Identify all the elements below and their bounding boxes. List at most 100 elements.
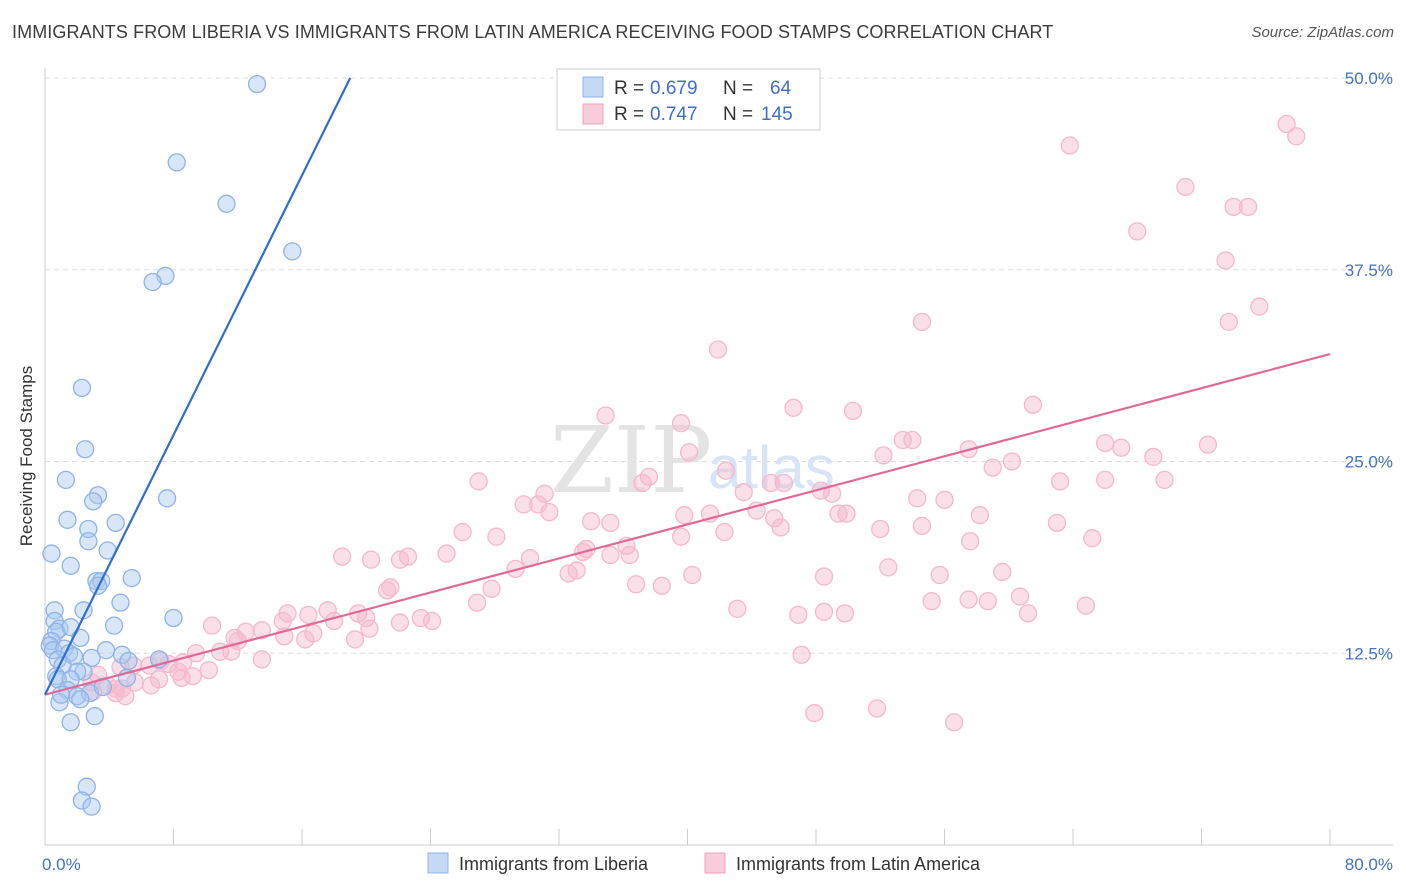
latam-point — [437, 544, 456, 563]
latam-point — [1250, 297, 1269, 316]
latam-point — [1095, 433, 1115, 453]
liberia-point — [106, 513, 125, 533]
liberia-point — [71, 628, 90, 648]
legend-r-value-2: 0.747 — [650, 104, 698, 125]
latam-point — [469, 472, 488, 491]
latam-point — [482, 579, 501, 598]
latam-point — [377, 581, 397, 600]
latam-point — [652, 576, 671, 595]
latam-point — [912, 312, 932, 332]
latam-point — [908, 489, 927, 508]
correlation-legend: R = 0.679 N = 64 R = 0.747 N = 145 — [556, 68, 821, 131]
liberia-point — [247, 74, 267, 94]
latam-point — [993, 562, 1012, 582]
liberia-point — [56, 470, 76, 490]
trend-lines — [44, 77, 1331, 696]
latam-point — [835, 604, 855, 623]
legend-n-value-1: 64 — [770, 78, 792, 99]
liberia-point — [111, 593, 130, 612]
latam-point — [761, 473, 781, 493]
liberia-point — [84, 492, 103, 511]
latam-point — [675, 506, 694, 525]
latam-point — [411, 608, 431, 628]
latam-point — [978, 591, 998, 611]
latam-point — [252, 650, 271, 669]
legend-n-label-2: N = — [723, 104, 753, 125]
latam-point — [716, 461, 736, 480]
legend-n-label-1: N = — [723, 78, 753, 99]
latam-point — [296, 630, 315, 649]
latam-point — [487, 527, 506, 546]
liberia-point — [79, 532, 98, 551]
latam-point — [596, 406, 615, 425]
liberia-point — [45, 601, 64, 620]
latam-point — [620, 545, 639, 565]
liberia-legend-swatch — [582, 76, 604, 98]
latam-point — [708, 340, 728, 359]
y-tick-label: 25.0% — [1345, 453, 1393, 472]
liberia-point — [82, 797, 101, 816]
liberia-point — [42, 544, 61, 563]
latam-point — [467, 593, 487, 612]
legend-r-value-1: 0.679 — [650, 78, 698, 99]
liberia-point — [58, 510, 77, 529]
latam-point — [874, 446, 893, 465]
latam-point — [912, 516, 932, 536]
liberia-point — [61, 556, 80, 575]
latam-point — [1238, 197, 1258, 217]
liberia-point — [157, 489, 177, 508]
latam-point — [1128, 222, 1147, 241]
axes — [44, 68, 1393, 846]
latam-point — [141, 676, 161, 695]
liberia-point — [50, 693, 69, 712]
latam-point — [202, 616, 222, 635]
latam-point — [771, 518, 790, 537]
latam-point — [1277, 114, 1296, 134]
latam-point — [333, 547, 352, 566]
liberia-point — [77, 777, 96, 796]
latam-trend-line — [44, 353, 1331, 696]
latam-point — [626, 575, 646, 594]
latam-point — [671, 413, 691, 433]
latam-point — [453, 522, 472, 542]
x-tick-label: 80.0% — [1345, 855, 1393, 874]
grid-lines — [45, 77, 1393, 654]
latam-legend-swatch — [582, 103, 604, 125]
liberia-point — [283, 242, 302, 261]
liberia-point — [143, 272, 162, 292]
latam-point — [633, 473, 652, 493]
latam-point — [784, 398, 803, 417]
liberia-point — [122, 568, 141, 588]
y-tick-label: 50.0% — [1345, 69, 1393, 88]
latam-point — [1198, 435, 1218, 454]
latam-point — [381, 578, 400, 597]
latam-point — [361, 550, 381, 569]
liberia-point — [85, 706, 104, 726]
latam-point — [935, 490, 954, 510]
latam-point — [871, 519, 890, 539]
series-legend: Immigrants from Liberia Immigrants from … — [427, 852, 981, 874]
latam-point — [199, 660, 218, 680]
liberia-point — [119, 651, 138, 671]
latam-point — [789, 605, 808, 625]
latam-point — [172, 668, 191, 687]
latam-point — [601, 513, 620, 533]
legend-n-value-2: 145 — [761, 104, 793, 125]
latam-point — [360, 619, 379, 638]
latam-point — [1287, 127, 1306, 146]
latam-point — [1216, 251, 1235, 270]
latam-point — [944, 713, 964, 732]
latam-point — [535, 484, 554, 503]
latam-point — [273, 611, 292, 631]
tick-labels: 12.5% 25.0% 37.5% 50.0% 0.0% 80.0% — [42, 69, 1393, 874]
liberia-point — [72, 791, 92, 810]
latam-point — [1144, 447, 1163, 467]
latam-point — [930, 565, 949, 585]
liberia-points — [40, 74, 302, 816]
latam-point — [805, 703, 824, 723]
legend-r-label-1: R = — [614, 78, 644, 99]
latam-point — [1002, 452, 1022, 471]
latam-point — [1060, 136, 1079, 155]
latam-point — [345, 630, 365, 649]
